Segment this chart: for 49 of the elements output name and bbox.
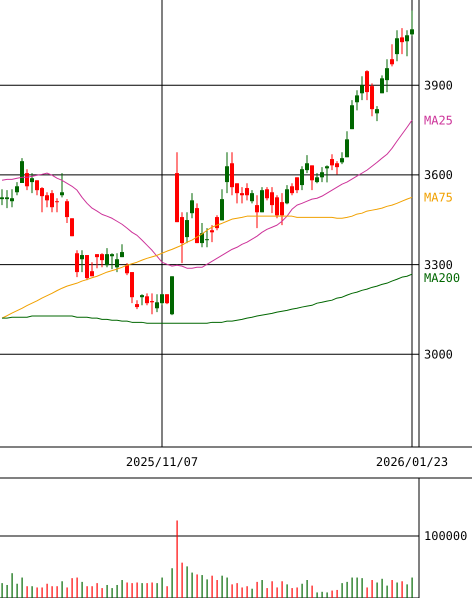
y-tick-label: 3900	[424, 78, 453, 92]
candlestick	[250, 190, 254, 204]
candlestick	[395, 30, 399, 62]
x-tick-label: 2026/01/23	[376, 455, 448, 469]
candlestick	[410, 10, 414, 37]
candlestick	[115, 252, 119, 273]
candlestick	[260, 186, 264, 213]
candlestick	[340, 152, 344, 165]
y-tick-label: 100000	[424, 529, 468, 544]
candlestick	[65, 198, 69, 224]
line-series	[2, 120, 412, 269]
y-tick-label: 3000	[424, 348, 453, 362]
candlestick	[325, 164, 329, 183]
series-label: MA200	[424, 270, 460, 285]
candlestick	[165, 294, 169, 305]
series-label: MA75	[424, 190, 453, 205]
series-label: MA25	[424, 113, 453, 128]
candlestick	[120, 244, 124, 258]
line-series	[2, 274, 412, 324]
candlestick	[285, 184, 289, 205]
candlestick	[215, 214, 219, 231]
candlestick	[20, 158, 24, 184]
candlestick	[220, 188, 224, 221]
candlestick	[185, 212, 189, 244]
candlestick	[355, 90, 359, 111]
line-series	[2, 196, 412, 319]
candlestick	[375, 106, 379, 122]
candlestick	[25, 168, 29, 191]
candlestick	[400, 28, 404, 55]
candlestick	[30, 172, 34, 194]
y-tick-label: 3600	[424, 168, 453, 182]
candlestick	[15, 182, 19, 196]
candlestick	[320, 166, 324, 183]
candlestick	[190, 192, 194, 219]
candlestick	[225, 152, 229, 194]
candlestick	[350, 100, 354, 130]
candlestick	[255, 194, 259, 229]
candlestick	[315, 172, 319, 184]
candlestick	[210, 224, 214, 243]
x-tick-label: 2025/11/07	[126, 455, 198, 469]
candlestick	[345, 130, 349, 158]
candlestick	[360, 76, 364, 101]
candlestick	[140, 294, 144, 306]
candlestick	[405, 30, 409, 57]
candlestick	[390, 44, 394, 67]
candlestick	[80, 250, 84, 273]
candlestick	[75, 250, 79, 278]
candlestick	[310, 164, 314, 191]
y-tick-label: 3300	[424, 258, 453, 272]
